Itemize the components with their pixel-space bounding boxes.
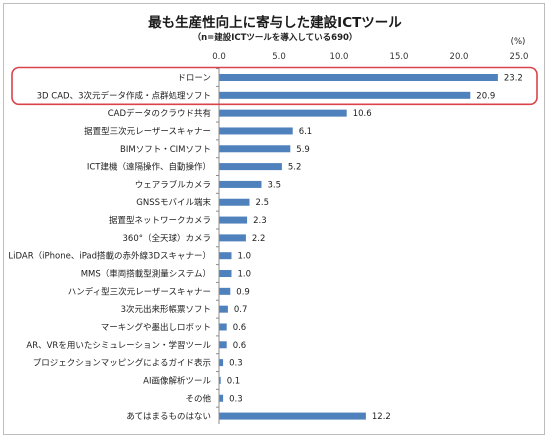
labels-layer: ドローン 23.2 3D CAD、3次元データ作成・点群処理ソフト 20.9 CADデー… [8,74,522,423]
chart-title: 最も生産性向上に寄与した建設ICTツール [148,15,402,31]
value-label: 2.5 [256,198,270,208]
bar [219,252,232,260]
bar [219,376,221,384]
bar [219,198,250,206]
x-tick-label: 15.0 [390,52,409,62]
value-label: 0.7 [234,305,248,315]
bar [219,287,231,295]
highlight-layer [11,66,538,106]
value-label: 5.9 [296,145,310,155]
category-label: マーキングや墨出しロボット [101,322,211,333]
category-label: AI画像解析ツール [143,375,211,386]
category-label: LiDAR（iPhone、iPad搭載の赤外線3Dスキャナー） [8,251,211,262]
bar [219,412,366,420]
category-label: 3D CAD、3次元データ作成・点群処理ソフト [37,90,211,101]
x-tick-label: 0.0 [212,52,226,62]
value-label: 0.9 [236,287,250,297]
category-label: 360°（全天球）カメラ [123,233,211,244]
bars-layer [219,74,498,420]
category-label: 据置型ネットワークカメラ [109,215,211,226]
category-label: GNSSモバイル端末 [136,197,211,208]
category-label: あてはまるものはない [126,412,211,422]
category-label: 3次元出来形帳票ソフト [121,304,211,315]
value-label: 0.6 [233,341,247,351]
x-tick-label: 10.0 [330,52,349,62]
value-label: 5.2 [288,163,302,173]
value-label: 3.5 [268,180,282,190]
category-label: プロジェクションマッピングによるガイド表示 [33,358,211,369]
category-label: ウェアラブルカメラ [135,179,211,190]
value-label: 10.6 [353,109,372,119]
value-label: 0.1 [227,376,241,386]
value-label: 0.6 [233,323,247,333]
value-label: 2.3 [253,216,267,226]
unit-label: (%) [511,37,526,47]
x-tick-label: 20.0 [450,52,469,62]
value-label: 1.0 [238,270,252,280]
category-label: BIMソフト・CIMソフト [120,145,211,155]
bar [219,359,224,367]
category-label: CADデータのクラウド共有 [108,108,211,119]
bar [219,145,291,153]
category-label: AR、VRを用いたシミュレーション・学習ツール [26,340,211,351]
bar [219,163,282,171]
value-label: 23.2 [504,74,523,84]
bar [219,323,227,331]
category-label: MMS（車両搭載型測量システム） [81,269,211,280]
chart-subtitle: （n=建設ICTツールを導入している690） [192,33,358,43]
bar [219,270,232,278]
category-label: ICT建機（遠隔操作、自動操作） [87,162,211,173]
value-label: 20.9 [476,91,495,101]
category-label: 据置型三次元レーザースキャナー [84,126,211,137]
value-label: 0.3 [229,359,243,369]
axis-layer: 0.0 5.0 10.0 15.0 20.0 25.0 [212,52,528,424]
bar [219,109,347,117]
value-label: 12.2 [372,412,391,422]
category-label: ハンディ型三次元レーザースキャナー [68,286,211,297]
bar [219,216,248,224]
value-label: 6.1 [299,127,313,137]
category-label: ドローン [177,74,211,84]
bar [219,305,228,313]
x-tick-label: 5.0 [272,52,286,62]
bar [219,234,246,242]
bar [219,341,227,349]
category-label: その他 [185,393,211,404]
bar [219,180,262,188]
highlight-box [11,66,538,106]
bar [219,91,471,99]
value-label: 0.3 [229,394,243,404]
value-label: 2.2 [252,234,266,244]
bar [219,74,498,81]
bar [219,127,293,135]
x-tick-label: 25.0 [510,52,529,62]
bar [219,394,224,402]
value-label: 1.0 [238,252,252,262]
